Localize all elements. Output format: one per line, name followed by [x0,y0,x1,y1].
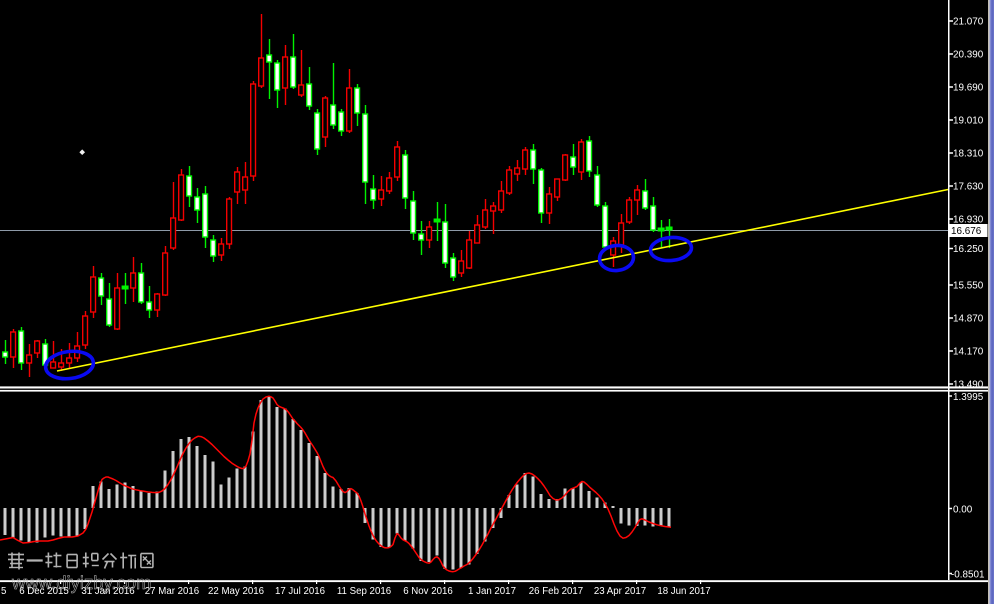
svg-text:22 May 2016: 22 May 2016 [208,586,264,597]
svg-text:18.310: 18.310 [953,149,984,160]
svg-text:-0.8501: -0.8501 [951,570,985,581]
svg-text:1.3995: 1.3995 [953,392,984,403]
svg-text:15.550: 15.550 [953,281,984,292]
svg-text:26 Feb 2017: 26 Feb 2017 [529,586,583,597]
svg-text:16.930: 16.930 [953,215,984,226]
svg-text:23 Apr 2017: 23 Apr 2017 [594,586,646,597]
svg-text:31 Jan 2016: 31 Jan 2016 [81,586,134,597]
svg-text:21.070: 21.070 [953,17,984,28]
svg-text:16.676: 16.676 [951,226,982,237]
svg-text:27 Mar 2016: 27 Mar 2016 [145,586,199,597]
svg-text:17 Jul 2016: 17 Jul 2016 [275,586,325,597]
svg-text:www.diyizby.com: www.diyizby.com [11,572,151,593]
svg-text:6 Nov 2016: 6 Nov 2016 [403,586,453,597]
svg-text:16.250: 16.250 [953,244,984,255]
svg-text:13.490: 13.490 [953,380,984,391]
svg-text:11 Sep 2016: 11 Sep 2016 [337,586,391,597]
svg-text:20.390: 20.390 [953,50,984,61]
svg-text:0.00: 0.00 [953,505,973,516]
svg-text:19.010: 19.010 [953,116,984,127]
svg-text:19.690: 19.690 [953,83,984,94]
svg-text:5: 5 [1,586,6,597]
svg-text:1 Jan 2017: 1 Jan 2017 [468,586,516,597]
svg-text:14.170: 14.170 [953,347,984,358]
svg-text:18 Jun 2017: 18 Jun 2017 [657,586,710,597]
svg-text:14.870: 14.870 [953,314,984,325]
svg-text:17.630: 17.630 [953,182,984,193]
svg-text:6 Dec 2015: 6 Dec 2015 [19,586,69,597]
